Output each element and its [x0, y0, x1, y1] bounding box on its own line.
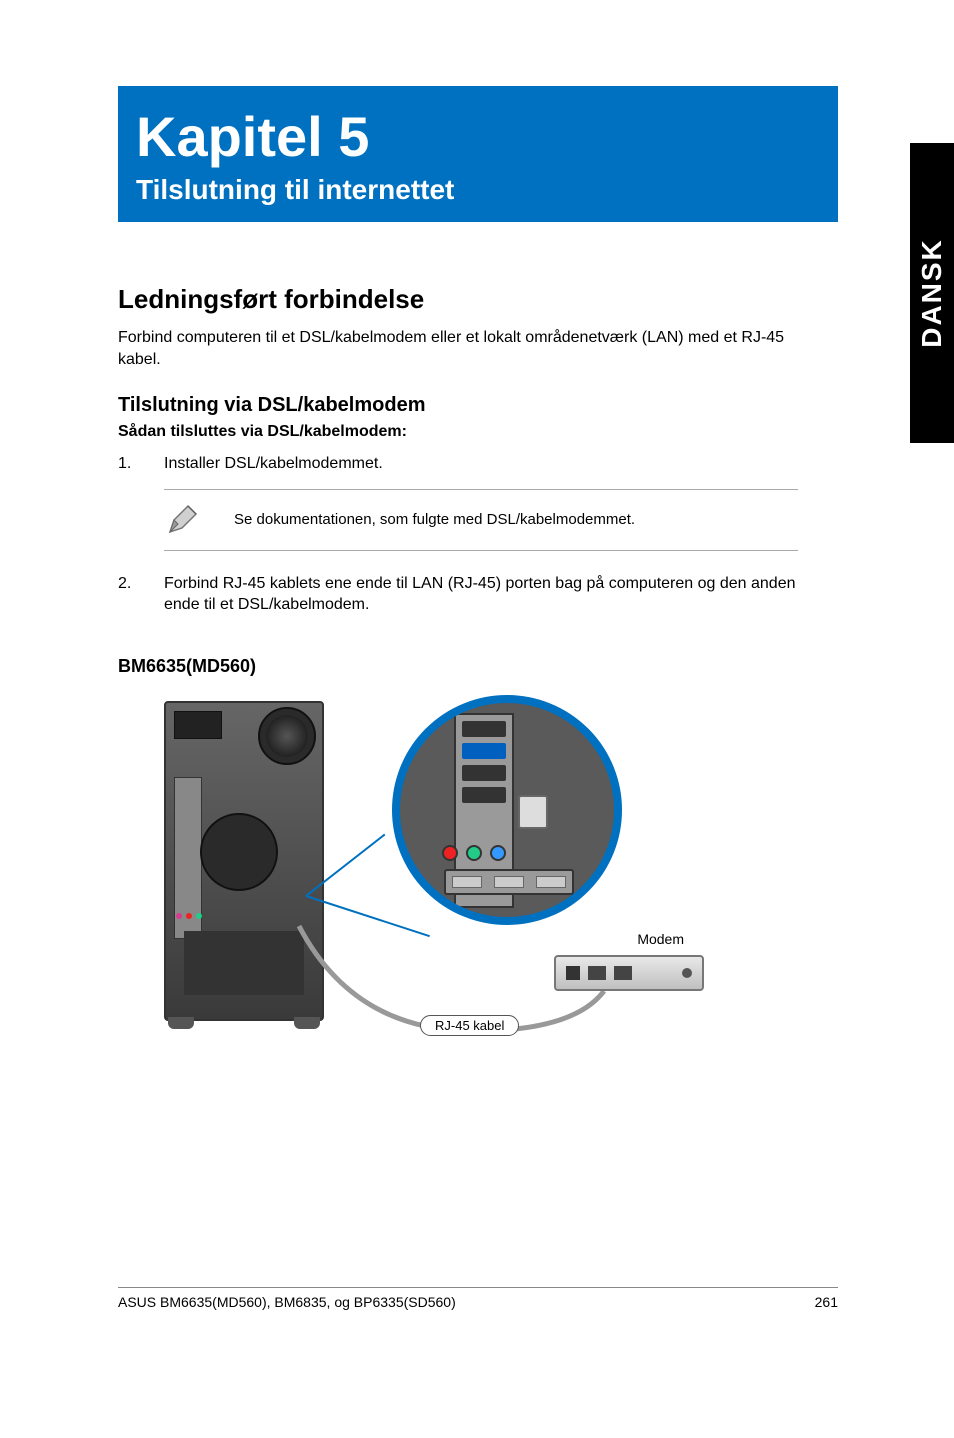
note-pencil-icon	[164, 502, 200, 538]
zoom-circle-icon	[392, 695, 622, 925]
zoom-audio-jacks-icon	[442, 845, 506, 861]
cable-label: RJ-45 kabel	[420, 1015, 519, 1036]
page-content: Ledningsført forbindelse Forbind compute…	[118, 284, 798, 1055]
modem-icon	[554, 955, 704, 991]
chapter-title: Kapitel 5	[136, 106, 820, 168]
section-intro: Forbind computeren til et DSL/kabelmodem…	[118, 327, 798, 370]
step-number: 1.	[118, 453, 164, 475]
modem-label: Modem	[637, 931, 684, 947]
lan-plug-icon	[518, 795, 548, 829]
step-text: Forbind RJ-45 kablets ene ende til LAN (…	[164, 573, 798, 616]
language-label: DANSK	[916, 238, 948, 348]
footer-page-number: 261	[815, 1294, 838, 1310]
step-text: Installer DSL/kabelmodemmet.	[164, 453, 383, 475]
chapter-banner: Kapitel 5 Tilslutning til internettet	[118, 86, 838, 222]
chapter-subtitle: Tilslutning til internettet	[136, 174, 820, 206]
step-number: 2.	[118, 573, 164, 616]
page-footer: ASUS BM6635(MD560), BM6835, og BP6335(SD…	[118, 1287, 838, 1310]
section-heading-dsl: Tilslutning via DSL/kabelmodem	[118, 394, 798, 417]
audio-jacks-icon	[176, 913, 202, 919]
note-box: Se dokumentationen, som fulgte med DSL/k…	[164, 489, 798, 551]
model-label: BM6635(MD560)	[118, 656, 798, 677]
step-2: 2. Forbind RJ-45 kablets ene ende til LA…	[118, 573, 798, 616]
callout-line	[306, 895, 430, 937]
footer-left: ASUS BM6635(MD560), BM6835, og BP6335(SD…	[118, 1294, 456, 1310]
connection-diagram: Modem RJ-45 kabel	[164, 695, 704, 1055]
section-subheading-dsl: Sådan tilsluttes via DSL/kabelmodem:	[118, 423, 798, 441]
step-1: 1. Installer DSL/kabelmodemmet.	[118, 453, 798, 475]
pc-tower-icon	[164, 701, 324, 1021]
section-heading-wired: Ledningsført forbindelse	[118, 284, 798, 315]
note-text: Se dokumentationen, som fulgte med DSL/k…	[234, 511, 635, 528]
language-tab: DANSK	[910, 143, 954, 443]
